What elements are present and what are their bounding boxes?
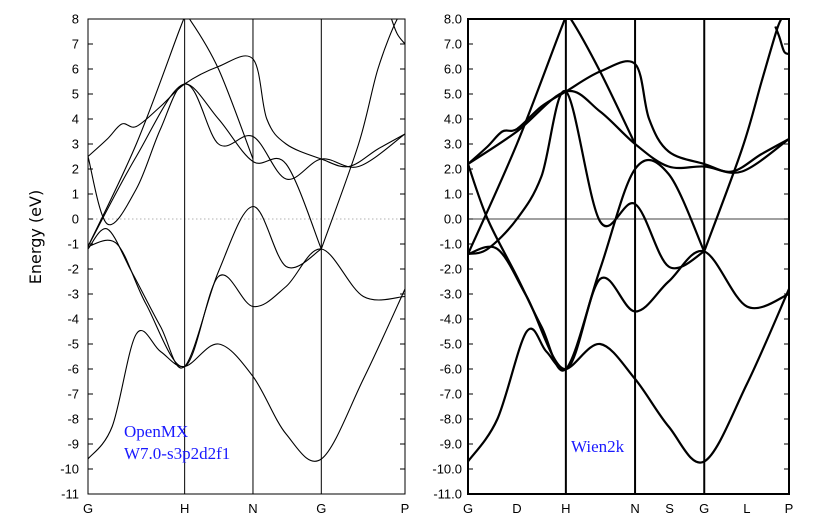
k-point-label: H bbox=[180, 501, 189, 516]
y-tick-label: 5.0 bbox=[444, 87, 462, 102]
y-tick-label: -1.0 bbox=[440, 237, 462, 252]
y-tick-label: -4 bbox=[67, 312, 79, 327]
y-tick-label: -9 bbox=[67, 437, 79, 452]
y-axis-label: Energy (eV) bbox=[26, 190, 45, 284]
y-tick-label: -3.0 bbox=[440, 287, 462, 302]
y-tick-label: 5 bbox=[72, 87, 79, 102]
y-tick-label: -3 bbox=[67, 287, 79, 302]
left-panel-openmx: 8 7 6 5 4 3 2 1 0 -1 -2 -3 -4 -5 -6 -7 -8 -9 -10 -11 G H N G P Op… bbox=[60, 12, 409, 517]
y-tick-label: 3.0 bbox=[444, 137, 462, 152]
band-line-7 bbox=[468, 19, 637, 255]
y-tick-label: 4.0 bbox=[444, 112, 462, 127]
y-tick-label: -11 bbox=[61, 487, 79, 502]
y-tick-label: 2 bbox=[72, 162, 79, 177]
y-tick-label: 6 bbox=[72, 62, 79, 77]
band-line-8 bbox=[320, 19, 405, 250]
band-line-9 bbox=[774, 26, 789, 56]
k-point-label: G bbox=[316, 501, 326, 516]
y-tick-label: -1 bbox=[67, 237, 79, 252]
y-tick-label: -8.0 bbox=[440, 412, 462, 427]
right-panel-wien2k: 8.0 7.0 6.0 5.0 4.0 3.0 2.0 1.0 0.0 -1.0 -2.0 -3.0 -… bbox=[432, 12, 793, 517]
y-tick-label: 6.0 bbox=[444, 62, 462, 77]
k-point-label: G bbox=[83, 501, 93, 516]
method-annotation: OpenMX bbox=[124, 422, 188, 441]
k-point-label: G bbox=[699, 501, 709, 516]
k-point-label: G bbox=[463, 501, 473, 516]
k-point-label: H bbox=[561, 501, 570, 516]
y-tick-label: -7 bbox=[67, 387, 79, 402]
band-line-7 bbox=[88, 19, 254, 247]
band-line-3 bbox=[468, 90, 705, 270]
method-annotation: Wien2k bbox=[571, 437, 625, 456]
band-line-9 bbox=[390, 19, 405, 45]
y-tick-label: -11.0 bbox=[433, 487, 462, 502]
y-tick-label: -8 bbox=[67, 412, 79, 427]
k-point-label: P bbox=[401, 501, 410, 516]
k-point-label: N bbox=[630, 501, 639, 516]
y-tick-label: -4.0 bbox=[440, 312, 462, 327]
y-tick-label: -2 bbox=[67, 262, 79, 277]
y-tick-label: 3 bbox=[72, 137, 79, 152]
y-tick-label: -5.0 bbox=[440, 337, 462, 352]
method-annotation: W7.0-s3p2d2f1 bbox=[124, 444, 230, 463]
band-line-1 bbox=[468, 288, 789, 464]
y-tick-label: 1.0 bbox=[444, 187, 462, 202]
y-tick-label: -2.0 bbox=[440, 262, 462, 277]
y-tick-label: 4 bbox=[72, 112, 79, 127]
k-point-label: D bbox=[512, 501, 521, 516]
y-tick-label: 0 bbox=[72, 212, 79, 227]
band-line-3 bbox=[88, 205, 322, 369]
band-line-5 bbox=[88, 55, 405, 168]
y-tick-label: -6.0 bbox=[440, 362, 462, 377]
plot-frame bbox=[467, 18, 790, 495]
band-line-2 bbox=[88, 239, 405, 368]
band-line-4 bbox=[468, 158, 706, 372]
y-tick-label: 8.0 bbox=[444, 12, 462, 27]
y-tick-label: -5 bbox=[67, 337, 79, 352]
y-tick-label: -6 bbox=[67, 362, 79, 377]
k-point-label: P bbox=[785, 501, 794, 516]
band-line-2 bbox=[468, 245, 789, 371]
band-line-4 bbox=[88, 83, 322, 250]
y-tick-label: 2.0 bbox=[444, 162, 462, 177]
k-point-label: S bbox=[665, 501, 674, 516]
band-line-1 bbox=[88, 288, 405, 462]
y-tick-label: 7 bbox=[72, 37, 79, 52]
k-point-label: L bbox=[743, 501, 750, 516]
y-tick-label: 1 bbox=[72, 187, 79, 202]
y-tick-label: 8 bbox=[72, 12, 79, 27]
y-tick-label: -10 bbox=[60, 462, 79, 477]
y-tick-label: 0.0 bbox=[444, 212, 462, 227]
y-tick-label: -10.0 bbox=[432, 462, 462, 477]
band-line-8 bbox=[703, 19, 783, 252]
k-point-label: N bbox=[248, 501, 257, 516]
y-tick-label: -7.0 bbox=[440, 387, 462, 402]
y-tick-label: -9.0 bbox=[440, 437, 462, 452]
band-line-6 bbox=[88, 83, 405, 247]
y-tick-label: 7.0 bbox=[444, 37, 462, 52]
plot-frame bbox=[87, 18, 406, 495]
